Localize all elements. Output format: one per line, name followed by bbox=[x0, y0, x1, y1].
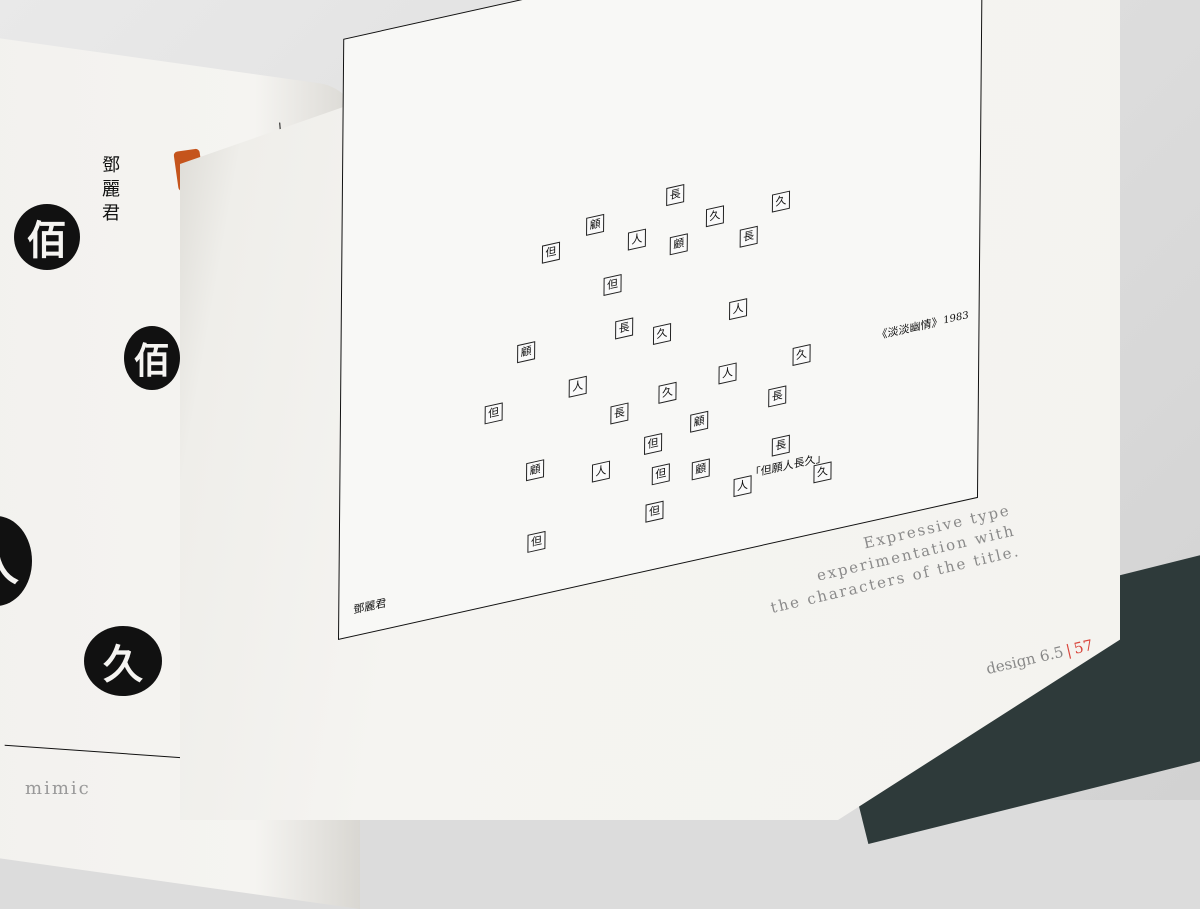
char-box: 久 bbox=[705, 205, 725, 228]
album-year: 1983 bbox=[943, 309, 969, 327]
char-box: 久 bbox=[771, 190, 791, 213]
char-box: 顧 bbox=[586, 213, 605, 236]
circle-glyph: 久 bbox=[84, 626, 162, 696]
char-box: 長 bbox=[768, 385, 787, 408]
char-box: 但 bbox=[603, 273, 622, 297]
char-box: 人 bbox=[718, 362, 737, 385]
page-separator: | bbox=[1064, 640, 1074, 660]
char-box: 顧 bbox=[669, 233, 688, 256]
char-box: 長 bbox=[610, 402, 629, 425]
char-box: 人 bbox=[627, 228, 646, 251]
char-box: 長 bbox=[739, 225, 758, 248]
char-box: 但 bbox=[644, 432, 663, 456]
char-box: 久 bbox=[792, 343, 811, 367]
char-box: 長 bbox=[771, 434, 790, 457]
char-box: 但 bbox=[527, 530, 546, 553]
left-page-caption: mimic bbox=[25, 778, 91, 799]
char-box: 人 bbox=[591, 460, 611, 483]
circle-glyph: 佰 bbox=[14, 204, 80, 270]
char-box: 但 bbox=[645, 500, 664, 523]
left-vertical-name: 鄧麗君 bbox=[99, 155, 120, 227]
char-box: 長 bbox=[615, 317, 634, 340]
char-box: 顧 bbox=[517, 341, 536, 364]
char-box: 但 bbox=[651, 463, 670, 486]
char-box: 人 bbox=[729, 298, 748, 321]
char-box: 但 bbox=[541, 241, 561, 264]
char-box: 人 bbox=[568, 375, 587, 398]
circle-glyph: 佰 bbox=[124, 326, 180, 390]
char-box: 但 bbox=[484, 402, 503, 425]
char-box: 久 bbox=[652, 322, 672, 346]
char-box: 久 bbox=[658, 381, 677, 404]
char-box: 顧 bbox=[526, 459, 545, 482]
char-box: 顧 bbox=[691, 458, 710, 481]
artist-name: 鄧麗君 bbox=[353, 596, 387, 617]
char-box: 顧 bbox=[690, 410, 709, 433]
char-box: 長 bbox=[666, 184, 685, 207]
album-name: 《淡淡幽情》 bbox=[876, 314, 943, 343]
